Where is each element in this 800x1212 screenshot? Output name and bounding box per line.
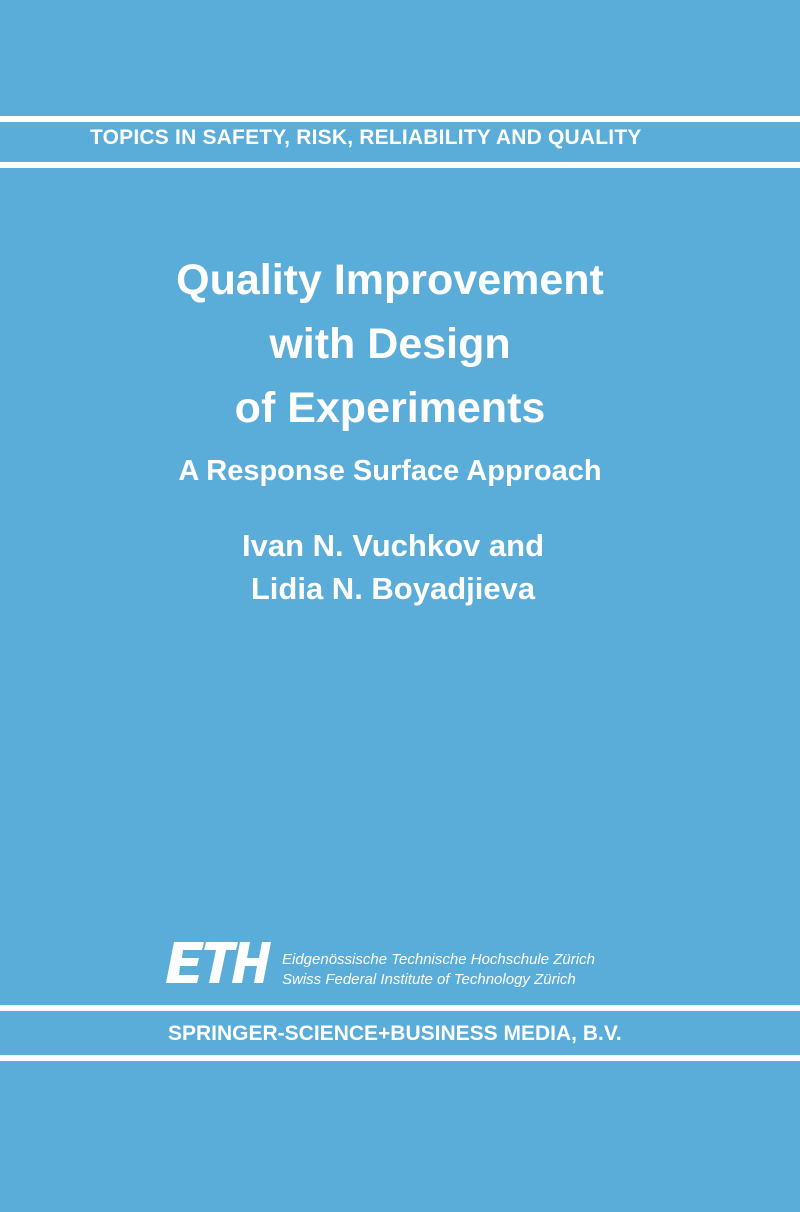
eth-line-german: Eidgenössische Technische Hochschule Zür…	[282, 951, 595, 968]
bottom-rule-lower	[0, 1055, 800, 1061]
title-line: of Experiments	[234, 384, 546, 432]
book-subtitle: A Response Surface Approach	[178, 455, 602, 487]
title-line: with Design	[269, 320, 511, 368]
top-rule-lower	[0, 162, 800, 168]
authors: Ivan N. Vuchkov and Lidia N. Boyadjieva	[0, 524, 786, 610]
book-title: Quality Improvement with Design of Exper…	[0, 248, 780, 440]
author-line: Ivan N. Vuchkov and	[241, 528, 545, 563]
eth-line-english: Swiss Federal Institute of Technology Zü…	[282, 971, 576, 988]
title-line: Quality Improvement	[176, 256, 604, 304]
top-rule-upper	[0, 116, 800, 122]
series-title: TOPICS IN SAFETY, RISK, RELIABILITY AND …	[90, 126, 642, 149]
publisher: SPRINGER-SCIENCE+BUSINESS MEDIA, B.V.	[168, 1022, 622, 1045]
eth-logo	[166, 942, 271, 983]
eth-text: Eidgenössische Technische Hochschule Zür…	[282, 950, 595, 990]
bottom-rule-upper	[0, 1005, 800, 1011]
author-line: Lidia N. Boyadjieva	[250, 571, 536, 606]
